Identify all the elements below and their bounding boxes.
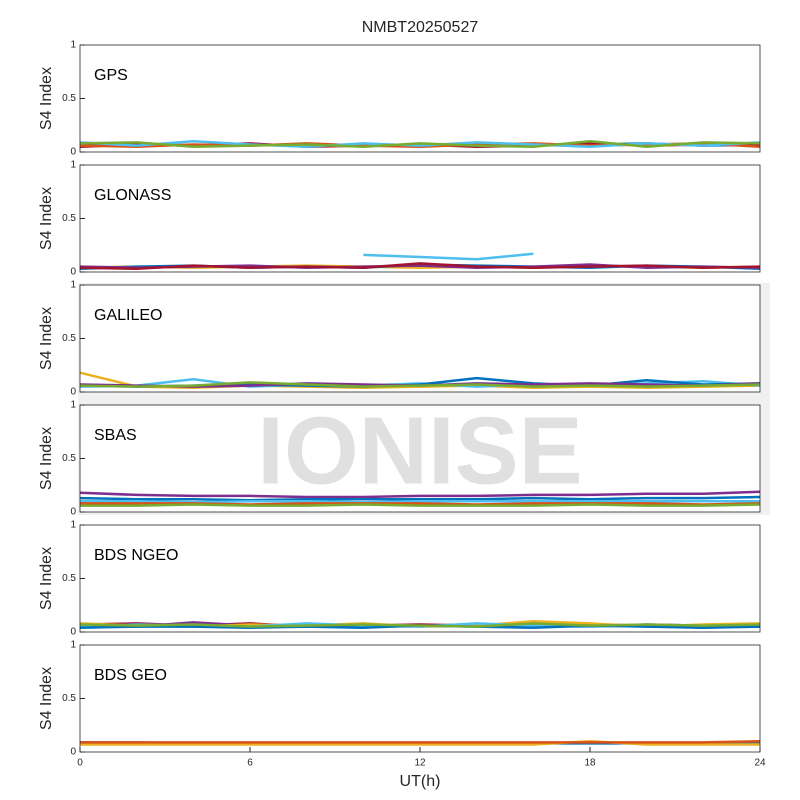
y-tick-label: 0.5: [62, 693, 76, 704]
axes-background: [80, 45, 760, 152]
y-axis-label: S4 Index: [38, 187, 55, 250]
y-tick-label: 0: [70, 147, 76, 158]
subplot: 0 0.5 1 GALILEO S4 Index: [38, 280, 761, 398]
y-tick-label: 0: [70, 267, 76, 278]
panel-label: BDS NGEO: [94, 547, 178, 564]
axes-background: [80, 285, 760, 392]
series-line: [80, 740, 761, 744]
watermark: IONISE: [257, 397, 582, 504]
x-tick-label: 24: [754, 758, 766, 769]
series-line: [79, 490, 761, 499]
y-tick-label: 0.5: [62, 213, 76, 224]
subplot: 0 0.5 1 NMBT20250527 GPS S4 Index: [38, 19, 761, 158]
series-line: [80, 740, 760, 746]
y-tick-label: 1: [70, 520, 76, 531]
subplot: 0 0.5 1 BDS NGEO S4 Index: [38, 520, 761, 638]
y-axis-label: S4 Index: [38, 307, 55, 370]
series-line: [79, 381, 761, 388]
y-tick-label: 0: [70, 747, 76, 758]
series-line: [79, 262, 761, 271]
panel-label: GALILEO: [94, 307, 162, 324]
y-axis-label: S4 Index: [38, 667, 55, 730]
series-line: [79, 140, 761, 148]
panel-label: GLONASS: [94, 187, 171, 204]
x-tick-label: 0: [77, 758, 83, 769]
y-tick-label: 0.5: [62, 93, 76, 104]
x-tick-label: 6: [247, 758, 253, 769]
y-tick-label: 0: [70, 507, 76, 518]
panel-label: GPS: [94, 67, 128, 84]
y-tick-label: 0: [70, 627, 76, 638]
axes-background: [80, 165, 760, 272]
y-tick-label: 1: [70, 40, 76, 51]
y-axis-label: S4 Index: [38, 547, 55, 610]
series-line: [79, 495, 761, 502]
panel-label: SBAS: [94, 427, 137, 444]
y-tick-label: 0: [70, 387, 76, 398]
series-line: [79, 622, 761, 628]
y-tick-label: 1: [70, 400, 76, 411]
x-tick-label: 18: [584, 758, 596, 769]
y-axis-label: S4 Index: [38, 67, 55, 130]
chart-title: NMBT20250527: [362, 19, 479, 36]
y-axis-label: S4 Index: [38, 427, 55, 490]
subplot: 0 0.5 1 SBAS S4 Index: [38, 400, 761, 518]
y-tick-label: 1: [70, 280, 76, 291]
subplot: 0 0.5 1 GLONASS S4 Index: [38, 160, 761, 278]
series-line: [79, 140, 761, 148]
y-tick-label: 1: [70, 160, 76, 171]
subplot: 0 0.5 1 0 6 12 18 24 BDS GEO S4 Index UT(h): [38, 640, 766, 791]
axes-background: [80, 645, 760, 752]
y-tick-label: 1: [70, 640, 76, 651]
series-line: [363, 252, 534, 261]
axes-background: [80, 525, 760, 632]
y-tick-label: 0.5: [62, 333, 76, 344]
series-line: [80, 503, 761, 507]
x-axis-label: UT(h): [400, 773, 441, 790]
y-tick-label: 0.5: [62, 453, 76, 464]
x-tick-label: 12: [414, 758, 426, 769]
panel-label: BDS GEO: [94, 667, 167, 684]
y-tick-label: 0.5: [62, 573, 76, 584]
